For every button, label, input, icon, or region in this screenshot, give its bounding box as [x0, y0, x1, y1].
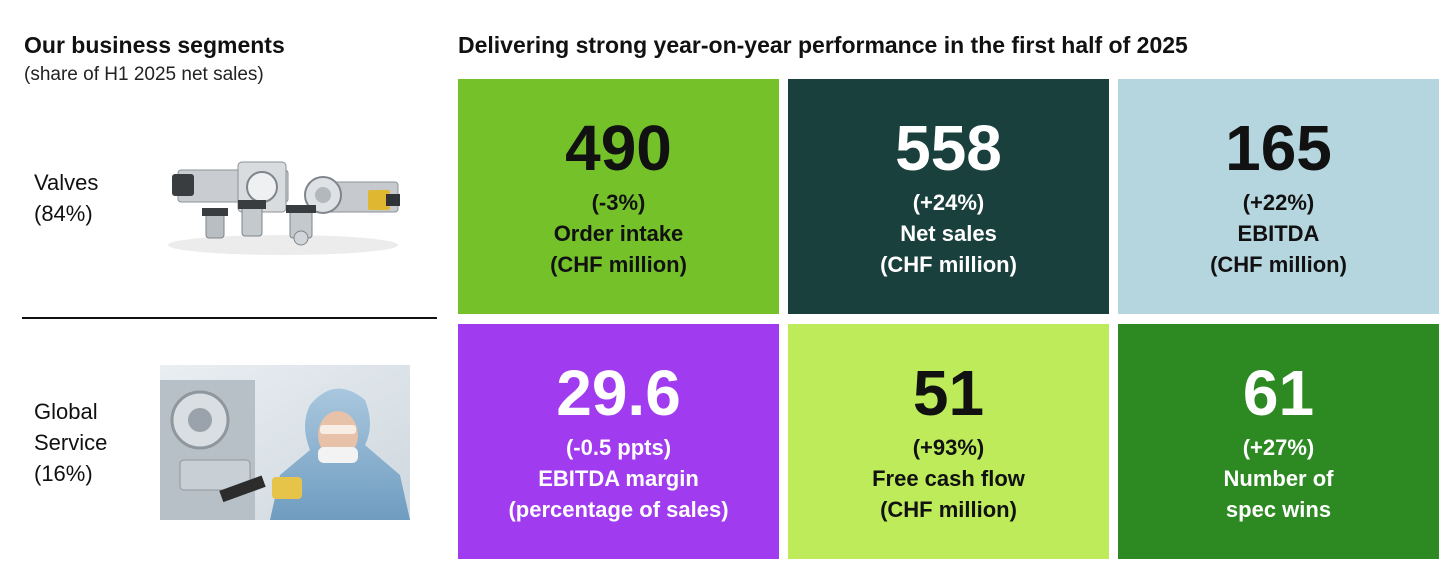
kpi-label: Free cash flow [872, 466, 1025, 491]
kpi-tile-free-cash-flow: 51 (+93%) Free cash flow (CHF million) [788, 324, 1109, 559]
kpi-label: EBITDA [1237, 221, 1320, 246]
kpi-unit: (CHF million) [1210, 252, 1347, 277]
kpi-unit: (CHF million) [880, 252, 1017, 277]
kpi-value: 165 [1225, 112, 1332, 184]
kpi-value: 51 [912, 357, 985, 429]
kpi-change: (+22%) [1242, 190, 1315, 215]
segment-service-name-line1: Global [34, 399, 98, 424]
kpi-tile-ebitda: 165 (+22%) EBITDA (CHF million) [1118, 79, 1439, 314]
segment-valves-label: Valves (84%) [34, 167, 98, 229]
kpi-change: (-0.5 ppts) [565, 435, 672, 460]
valves-product-image [158, 150, 408, 260]
kpi-change: (+93%) [912, 435, 985, 460]
kpi-value: 29.6 [556, 357, 681, 429]
kpi-change: (+27%) [1242, 435, 1315, 460]
kpi-label: Net sales [900, 221, 997, 246]
kpi-section-title: Delivering strong year-on-year performan… [458, 32, 1188, 58]
kpi-value: 61 [1242, 357, 1315, 429]
segments-divider [22, 317, 437, 319]
kpi-label: EBITDA margin [538, 466, 699, 491]
segment-service-label: Global Service (16%) [34, 396, 107, 489]
segment-valves-name: Valves [34, 170, 99, 195]
kpi-value: 558 [895, 112, 1002, 184]
kpi-tile-ebitda-margin: 29.6 (-0.5 ppts) EBITDA margin (percenta… [458, 324, 779, 559]
segment-service-name-line2: Service [34, 430, 108, 455]
kpi-unit: (CHF million) [550, 252, 687, 277]
kpi-change: (-3%) [591, 190, 646, 215]
segment-valves-share: (84%) [34, 201, 93, 226]
kpi-value: 490 [565, 112, 672, 184]
kpi-label: Number of [1223, 466, 1334, 491]
kpi-change: (+24%) [912, 190, 985, 215]
global-service-image [160, 365, 410, 520]
kpi-tile-order-intake: 490 (-3%) Order intake (CHF million) [458, 79, 779, 314]
segment-service-share: (16%) [34, 461, 93, 486]
segments-subtitle: (share of H1 2025 net sales) [24, 64, 264, 85]
kpi-unit: (percentage of sales) [508, 497, 729, 522]
kpi-unit: spec wins [1225, 497, 1332, 522]
segments-title: Our business segments [24, 32, 285, 58]
kpi-tile-net-sales: 558 (+24%) Net sales (CHF million) [788, 79, 1109, 314]
kpi-label: Order intake [553, 221, 684, 246]
kpi-unit: (CHF million) [880, 497, 1017, 522]
kpi-tile-spec-wins: 61 (+27%) Number of spec wins [1118, 324, 1439, 559]
